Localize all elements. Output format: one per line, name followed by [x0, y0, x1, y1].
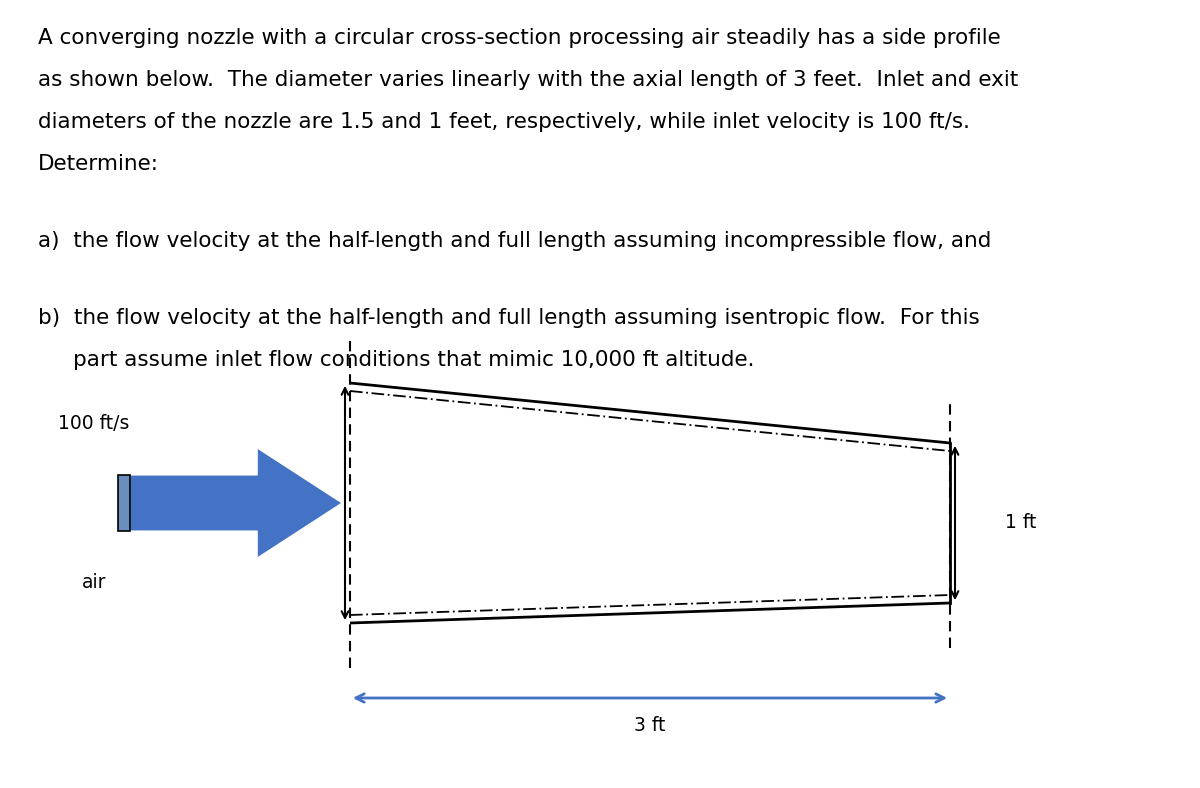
- Polygon shape: [118, 475, 130, 531]
- Text: 1.5 ft: 1.5 ft: [246, 493, 295, 512]
- Text: Determine:: Determine:: [38, 154, 158, 174]
- Text: as shown below.  The diameter varies linearly with the axial length of 3 feet.  : as shown below. The diameter varies line…: [38, 70, 1019, 90]
- Text: 3 ft: 3 ft: [635, 716, 666, 735]
- Polygon shape: [130, 448, 342, 558]
- Text: a)  the flow velocity at the half-length and full length assuming incompressible: a) the flow velocity at the half-length …: [38, 231, 991, 251]
- Text: air: air: [82, 573, 107, 592]
- Text: part assume inlet flow conditions that mimic 10,000 ft altitude.: part assume inlet flow conditions that m…: [73, 350, 755, 370]
- Text: b)  the flow velocity at the half-length and full length assuming isentropic flo: b) the flow velocity at the half-length …: [38, 308, 979, 328]
- Text: 100 ft/s: 100 ft/s: [59, 414, 130, 433]
- Text: A converging nozzle with a circular cross-section processing air steadily has a : A converging nozzle with a circular cros…: [38, 28, 1001, 48]
- Text: diameters of the nozzle are 1.5 and 1 feet, respectively, while inlet velocity i: diameters of the nozzle are 1.5 and 1 fe…: [38, 112, 970, 132]
- Text: 1 ft: 1 ft: [1006, 514, 1037, 533]
